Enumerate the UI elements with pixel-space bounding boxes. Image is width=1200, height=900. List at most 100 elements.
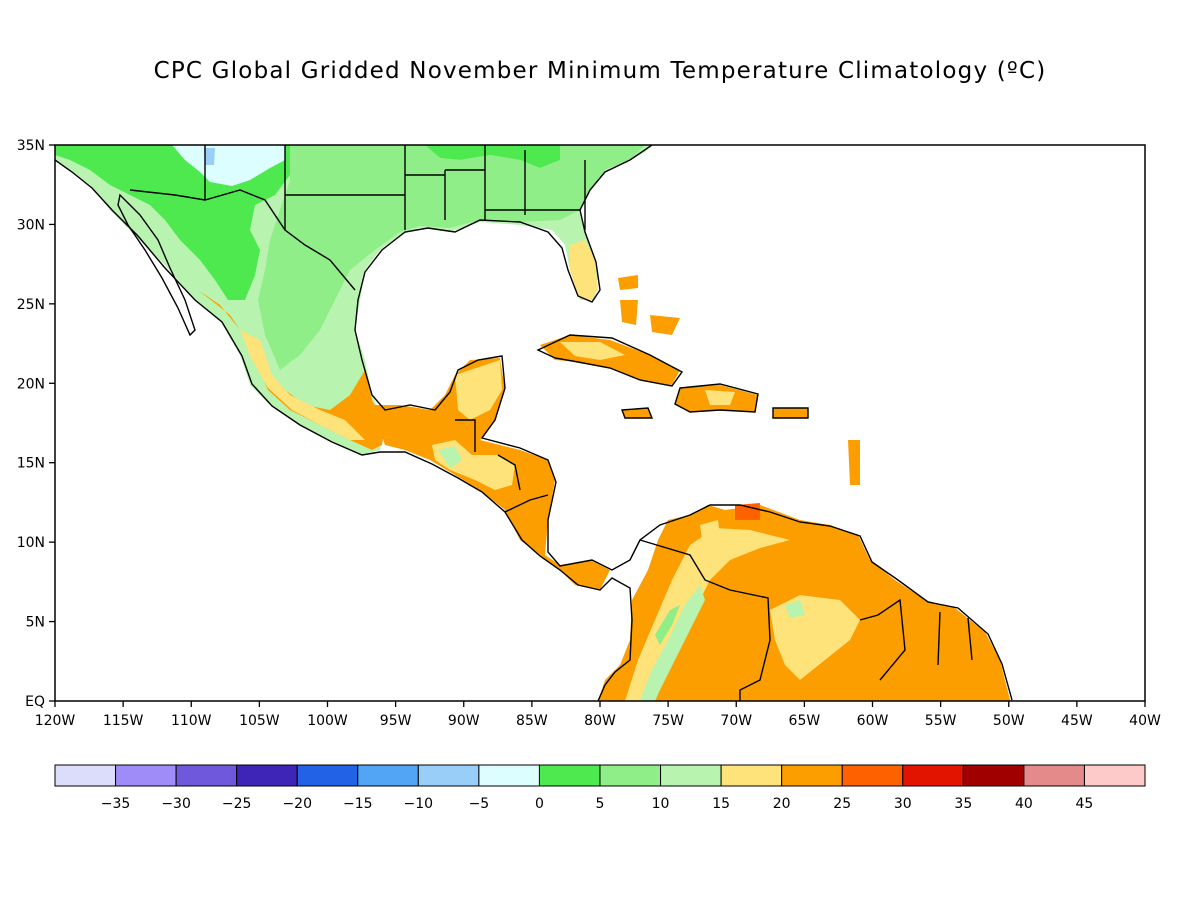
colorbar-swatch (902, 764, 964, 787)
longitude-axis: 120W 115W 110W 105W 100W 95W 90W 85W 80W 75W 70W 65… (35, 701, 1161, 729)
colorbar-label: 35 (954, 796, 972, 812)
lon-tick-label: 55W (925, 713, 957, 729)
colorbar-swatch (417, 764, 480, 787)
coastline-baja (117, 193, 196, 337)
lon-tick-label: 110W (171, 713, 212, 729)
region-puerto-rico (773, 408, 808, 418)
lon-tick-label: 60W (857, 713, 889, 729)
region-cyan-minus5-0 (172, 145, 285, 186)
lon-tick-label: 90W (448, 713, 480, 729)
colorbar-label: −20 (282, 796, 312, 812)
region-florida-15-20 (570, 240, 598, 302)
colorbar-label: 45 (1076, 796, 1094, 812)
region-andes-green (640, 585, 705, 701)
region-bahamas-2 (620, 300, 638, 325)
lon-tick-label: 45W (1061, 713, 1093, 729)
colorbar-swatch (115, 764, 177, 787)
lon-tick-label: 65W (789, 713, 821, 729)
region-green-5-10-east (425, 145, 560, 168)
colorbar-swatch (781, 764, 843, 787)
region-guiana-green (785, 600, 805, 618)
colorbar-swatch (54, 764, 117, 787)
colorbar-label: −35 (101, 796, 131, 812)
lon-tick-label: 40W (1129, 713, 1161, 729)
lat-tick-label: 15N (17, 456, 45, 472)
colorbar-swatch (599, 764, 662, 787)
colorbar-label: 30 (894, 796, 912, 812)
lon-tick-label: 120W (35, 713, 76, 729)
lon-tick-label: 80W (584, 713, 616, 729)
colorbar-swatch (1023, 764, 1085, 787)
colorbar-swatch (478, 764, 540, 787)
colorbar-label: 10 (652, 796, 670, 812)
lat-tick-label: 10N (17, 535, 45, 551)
coastline-jamaica (621, 407, 654, 419)
region-bahamas-1 (618, 275, 638, 290)
colorbar-swatch (962, 764, 1025, 787)
colorbar-label: 5 (596, 796, 605, 812)
region-yucatan-15-20 (455, 360, 502, 420)
region-andes-green-2 (655, 605, 680, 645)
colorbar-label: 20 (773, 796, 791, 812)
lon-tick-label: 70W (720, 713, 752, 729)
coastline-cuba (536, 334, 684, 387)
region-jamaica (622, 408, 652, 418)
lon-tick-label: 100W (307, 713, 348, 729)
colorbar-swatch (357, 764, 419, 787)
colorbar-label: 40 (1015, 796, 1033, 812)
colorbar-swatch (841, 764, 904, 787)
lat-tick-label: 30N (17, 217, 45, 233)
region-lesser-antilles (848, 440, 860, 485)
lon-tick-label: 75W (652, 713, 684, 729)
region-green-10-15 (258, 145, 645, 370)
colorbar-label: −15 (343, 796, 373, 812)
border-central-america (455, 419, 549, 513)
lat-tick-label: 20N (17, 376, 45, 392)
region-bahamas-3 (650, 315, 680, 335)
lon-tick-label: 115W (103, 713, 144, 729)
lon-tick-label: 95W (380, 713, 412, 729)
colorbar-label: −10 (404, 796, 434, 812)
colorbar-swatch (236, 764, 298, 787)
colorbar-label: 0 (535, 796, 544, 812)
colorbar-swatch (720, 764, 783, 787)
border-south-america (639, 539, 973, 701)
latitude-axis: EQ 5N 10N 15N 20N 25N 30N 35N (17, 138, 55, 710)
region-mexico-yellow-15-20 (240, 330, 365, 440)
lon-tick-label: 50W (993, 713, 1025, 729)
colorbar-label: 25 (833, 796, 851, 812)
lat-tick-label: 5N (26, 615, 45, 631)
region-blue-minus10-minus5 (204, 148, 215, 165)
colorbar-label: −30 (161, 796, 191, 812)
region-guatemala-green (438, 446, 462, 468)
region-cuba-15-20 (560, 342, 625, 360)
lon-tick-label: 85W (516, 713, 548, 729)
region-lake-maracaibo-yellow (700, 520, 722, 560)
colorbar-label: 15 (712, 796, 730, 812)
temperature-fill-layer (55, 145, 1015, 701)
colorbar-swatch (175, 764, 238, 787)
border-us-states (204, 145, 586, 230)
colorbar: −35 −30 −25 −20 −15 −10 −5 0 5 10 15 20 25 30 35 40 45 (54, 764, 1146, 812)
region-hispaniola-15-20 (705, 390, 735, 405)
lat-tick-label: EQ (25, 694, 45, 710)
coastline-gulf (354, 145, 1013, 701)
colorbar-swatch (1083, 764, 1146, 787)
colorbar-swatch (660, 764, 722, 787)
colorbar-swatch (538, 764, 601, 787)
lon-tick-label: 105W (239, 713, 280, 729)
coastline-puerto-rico (772, 407, 809, 419)
map-title: CPC Global Gridded November Minimum Temp… (153, 58, 1047, 84)
colorbar-label: −25 (222, 796, 252, 812)
region-mexico-westcoast-20-25 (198, 290, 385, 450)
colorbar-label: −5 (469, 796, 490, 812)
border-us-mexico (129, 189, 356, 291)
region-venezuela-hot (735, 503, 760, 520)
coastline-pacific (55, 159, 633, 701)
lat-tick-label: 35N (17, 138, 45, 154)
lat-tick-label: 25N (17, 297, 45, 313)
coastline-layer (55, 145, 1013, 701)
colorbar-swatch (296, 764, 359, 787)
coastline-hispaniola (674, 383, 759, 413)
